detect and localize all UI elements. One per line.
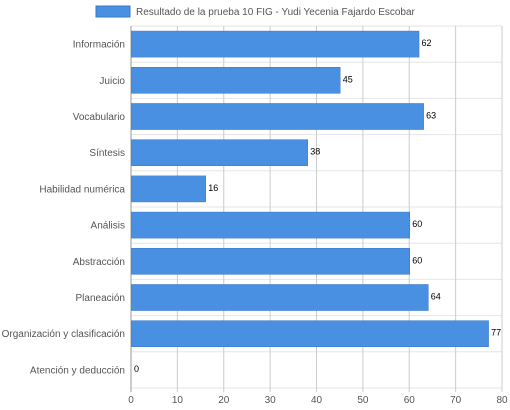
bar[interactable] bbox=[131, 103, 424, 130]
category-label: Organización y clasificación bbox=[2, 329, 125, 340]
bar[interactable] bbox=[131, 320, 489, 347]
bar[interactable] bbox=[131, 284, 429, 311]
category-label: Abstracción bbox=[73, 257, 125, 268]
legend[interactable]: Resultado de la prueba 10 FIG - Yudi Yec… bbox=[95, 5, 416, 18]
category-label: Síntesis bbox=[89, 148, 125, 159]
category-label: Habilidad numérica bbox=[39, 184, 125, 195]
data-label: 16 bbox=[208, 183, 218, 193]
x-tick-label: 80 bbox=[496, 395, 508, 406]
x-axis: 0 10 20 30 40 50 60 70 80 bbox=[128, 395, 508, 406]
category-label: Información bbox=[73, 40, 125, 51]
data-label: 63 bbox=[426, 111, 436, 121]
legend-swatch bbox=[95, 5, 131, 18]
data-label: 60 bbox=[412, 219, 422, 229]
x-tick-label: 30 bbox=[265, 395, 277, 406]
bar[interactable] bbox=[131, 139, 308, 166]
category-label: Análisis bbox=[91, 221, 125, 232]
x-tick-label: 70 bbox=[450, 395, 462, 406]
bar[interactable] bbox=[131, 67, 341, 94]
category-label: Planeación bbox=[76, 293, 125, 304]
data-label: 64 bbox=[431, 292, 441, 302]
value-labels: 62 45 63 38 16 60 60 64 77 0 bbox=[134, 38, 501, 374]
data-label: 77 bbox=[491, 328, 501, 338]
x-tick-label: 10 bbox=[172, 395, 184, 406]
x-tick-label: 0 bbox=[128, 395, 134, 406]
data-label: 45 bbox=[343, 74, 353, 84]
data-label: 38 bbox=[310, 147, 320, 157]
bar[interactable] bbox=[131, 175, 206, 203]
bar[interactable] bbox=[131, 211, 410, 239]
category-label: Atención y deducción bbox=[30, 365, 125, 376]
x-tick-label: 60 bbox=[404, 395, 416, 406]
category-labels: Información Juicio Vocabulario Síntesis Habi… bbox=[2, 40, 126, 377]
category-label: Juicio bbox=[99, 76, 125, 87]
data-label: 62 bbox=[422, 38, 432, 48]
bar[interactable] bbox=[131, 248, 410, 275]
x-tick-label: 20 bbox=[218, 395, 230, 406]
x-tick-label: 40 bbox=[311, 395, 323, 406]
category-label: Vocabulario bbox=[73, 112, 126, 123]
x-tick-label: 50 bbox=[357, 395, 369, 406]
data-label: 0 bbox=[134, 364, 139, 374]
bars bbox=[131, 30, 489, 347]
legend-label: Resultado de la prueba 10 FIG - Yudi Yec… bbox=[136, 7, 416, 18]
data-label: 60 bbox=[412, 255, 422, 265]
bar[interactable] bbox=[131, 30, 420, 58]
